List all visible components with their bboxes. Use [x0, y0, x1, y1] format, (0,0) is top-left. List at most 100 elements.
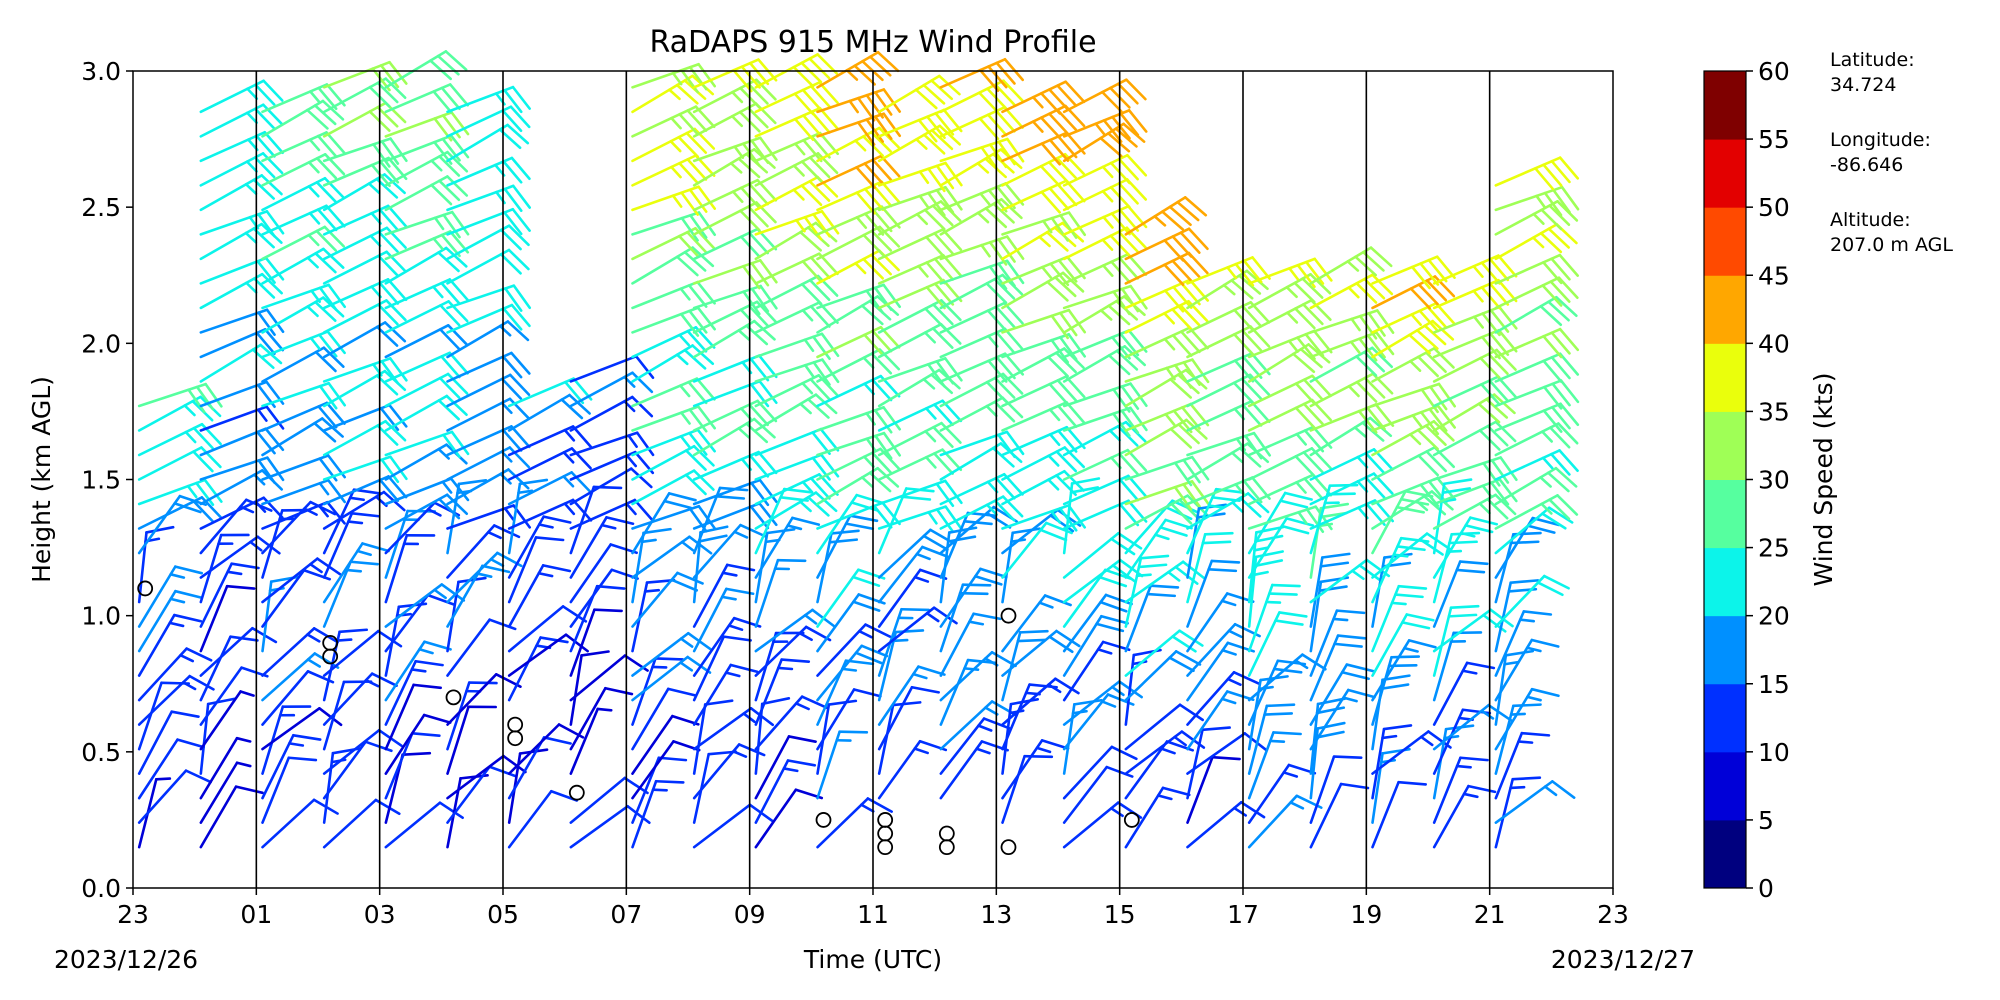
barb-shaft: [1001, 401, 1068, 432]
barb-shaft: [1001, 308, 1071, 334]
barb-shaft: [1247, 704, 1269, 775]
wind-barb: [137, 382, 223, 414]
colorbar-segment: [1704, 683, 1746, 753]
barb-half-feather: [1539, 476, 1552, 488]
wind-barb: [1432, 604, 1480, 677]
barb-feather: [1067, 308, 1087, 334]
barb-feather: [1102, 119, 1123, 143]
barb-feather: [506, 320, 530, 342]
wind-barb: [1247, 731, 1302, 800]
barb-feather: [1469, 516, 1499, 526]
wind-barb: [137, 478, 223, 506]
barb-feather: [438, 155, 461, 177]
barb-feather: [1253, 559, 1284, 568]
barb-feather: [854, 651, 883, 665]
barb-feather: [1050, 338, 1069, 364]
wind-barb: [322, 629, 403, 677]
barb-half-feather: [432, 237, 444, 251]
barb-shaft: [261, 283, 330, 310]
barb-shaft: [446, 765, 491, 824]
barb-feather: [686, 230, 708, 254]
colorbar-segment: [1704, 139, 1746, 208]
barb-shaft: [754, 558, 780, 628]
wind-barb: [446, 564, 511, 628]
barb-feather: [1409, 287, 1432, 310]
barb-shaft: [1371, 489, 1407, 555]
wind-barb: [446, 754, 527, 800]
barb-half-feather: [1233, 806, 1248, 817]
barb-feather: [1486, 497, 1509, 520]
barb-shaft: [446, 207, 515, 236]
wind-barb: [384, 533, 436, 604]
barb-shaft: [1494, 422, 1560, 457]
wind-barb: [1001, 308, 1087, 340]
barb-feather: [350, 511, 381, 518]
barb-feather: [444, 246, 468, 268]
barb-feather: [444, 50, 468, 71]
barb-half-feather: [968, 620, 985, 626]
barb-feather: [1293, 281, 1316, 304]
barb-shaft: [384, 583, 444, 628]
barb-feather: [437, 251, 460, 273]
barb-shaft: [1371, 639, 1411, 702]
barb-shaft: [1432, 375, 1500, 408]
barb-feather: [580, 650, 610, 657]
barb-feather: [808, 156, 831, 179]
barb-half-feather: [1285, 285, 1298, 299]
barb-feather: [380, 140, 400, 165]
barb-half-feather: [1347, 286, 1360, 299]
barb-feather: [820, 210, 840, 235]
wind-barb: [939, 352, 1025, 383]
barb-feather: [686, 329, 708, 353]
barb-feather: [1294, 455, 1316, 478]
barb-feather: [1161, 786, 1191, 797]
colorbar-segment: [1704, 275, 1746, 344]
barb-shaft: [1371, 404, 1440, 432]
barb-shaft: [1001, 521, 1048, 579]
barb-feather: [313, 652, 340, 669]
barb-shaft: [816, 447, 882, 481]
barb-feather: [864, 623, 892, 638]
barb-feather: [375, 325, 399, 347]
barb-feather: [234, 785, 264, 795]
barb-feather: [508, 446, 531, 469]
barb-feather: [1054, 677, 1080, 695]
barb-shaft: [446, 482, 461, 555]
barb-shaft: [692, 148, 756, 187]
barb-feather: [1555, 295, 1578, 317]
barb-feather: [192, 500, 214, 523]
barb-feather: [1067, 504, 1087, 529]
barb-feather: [1550, 331, 1571, 355]
barb-feather: [980, 146, 999, 171]
barb-feather: [1436, 404, 1456, 429]
barb-shaft: [877, 368, 941, 408]
barb-feather: [1363, 376, 1386, 399]
barb-feather: [174, 589, 204, 600]
colorbar-segment: [1704, 71, 1746, 140]
barb-feather: [629, 467, 653, 489]
barb-feather: [388, 357, 408, 382]
barb-half-feather: [154, 777, 172, 781]
barb-feather: [502, 754, 527, 774]
barb-feather: [881, 501, 901, 526]
barb-feather: [927, 167, 946, 193]
barb-feather: [1118, 478, 1140, 502]
barb-shaft: [384, 493, 449, 530]
barb-feather: [800, 695, 829, 710]
barb-shaft: [137, 565, 177, 628]
barb-shaft: [631, 428, 700, 457]
barb-feather: [200, 422, 222, 446]
wind-barb: [754, 210, 840, 241]
barb-feather: [1002, 79, 1024, 102]
colorbar-tick-label: 15: [1758, 670, 1790, 699]
barb-feather: [512, 284, 532, 310]
barb-shaft: [1062, 448, 1130, 481]
barb-feather: [1165, 506, 1193, 521]
barb-feather: [1374, 403, 1395, 427]
wind-barb: [507, 564, 572, 628]
barb-feather: [389, 137, 408, 163]
barb-shaft: [322, 475, 390, 506]
barb-shaft: [1001, 347, 1066, 383]
barb-half-feather: [862, 356, 875, 369]
barb-feather: [995, 61, 1016, 85]
